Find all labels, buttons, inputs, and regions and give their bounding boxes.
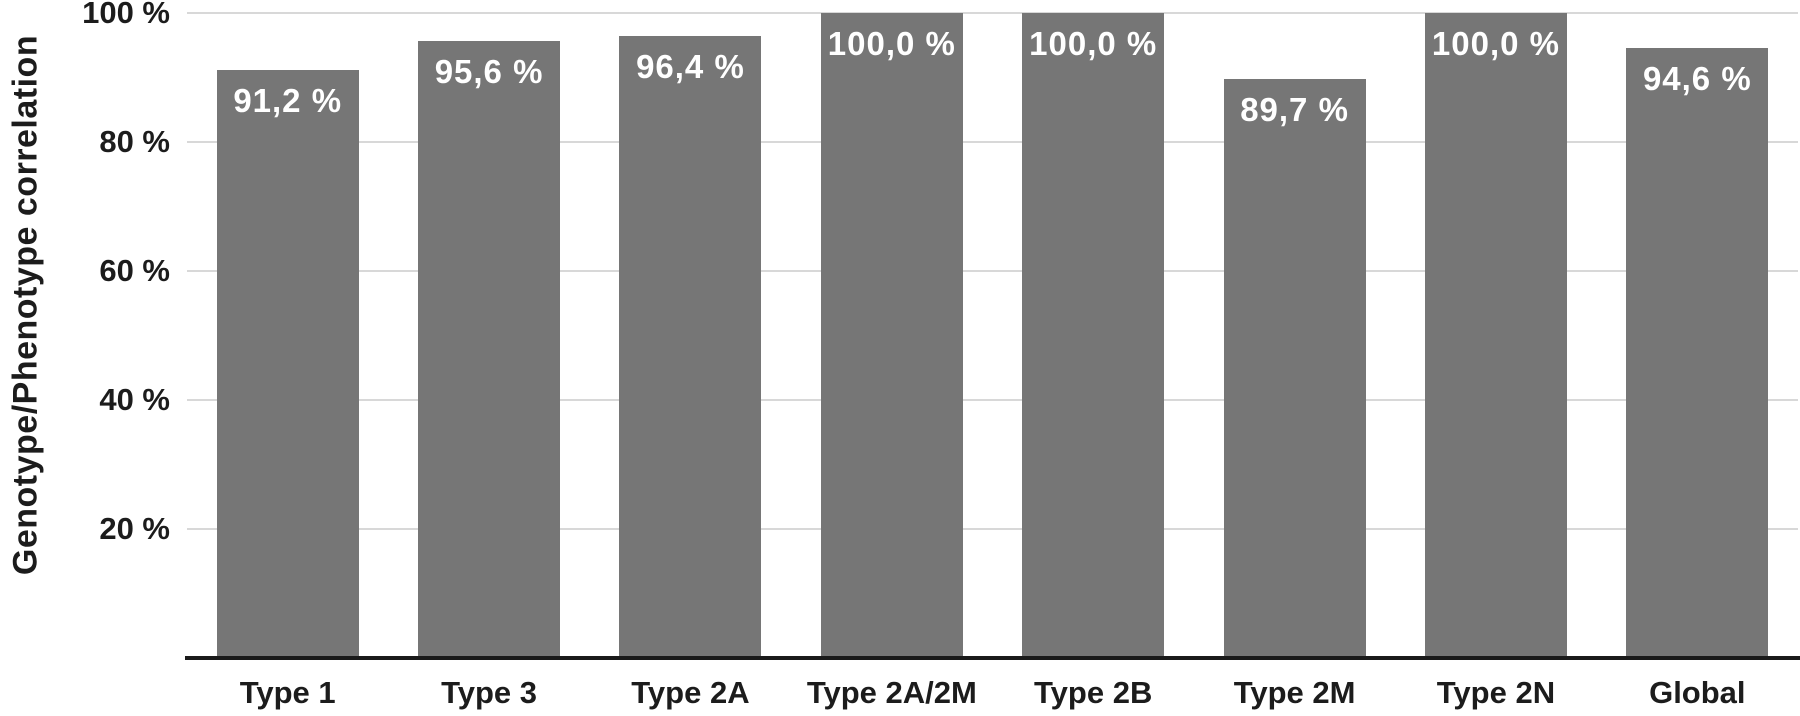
bar: 100,0 %	[820, 13, 963, 658]
gridline	[187, 270, 1798, 272]
bar-value-label: 91,2 %	[233, 81, 343, 119]
gridline	[187, 399, 1798, 401]
bar: 100,0 %	[1022, 13, 1165, 658]
x-axis-tick-label: Type 2B	[1034, 675, 1153, 710]
x-axis-tick-label: Type 2N	[1436, 675, 1556, 710]
bar: 94,6 %	[1626, 47, 1769, 658]
gridline	[187, 141, 1798, 143]
bar-value-label: 89,7 %	[1240, 91, 1349, 129]
bar: 96,4 %	[619, 36, 762, 658]
x-axis-tick-label: Global	[1649, 675, 1746, 710]
gridline	[187, 528, 1798, 530]
bar-value-label: 94,6 %	[1642, 59, 1752, 97]
bar-value-label: 100,0 %	[1431, 25, 1560, 62]
bar: 100,0 %	[1424, 13, 1567, 658]
y-axis-tick-label: 60 %	[99, 253, 170, 288]
x-axis-tick-label: Type 2M	[1233, 675, 1356, 710]
bar-value-label: 100,0 %	[827, 25, 956, 62]
y-axis-tick-label: 40 %	[99, 382, 170, 417]
bar-value-label: 96,4 %	[636, 48, 745, 86]
y-axis-title: Genotype/Phenotype correlation	[6, 34, 45, 576]
x-axis-line	[185, 656, 1800, 660]
x-axis-tick-label: Type 2A	[631, 675, 750, 710]
bar-value-label: 95,6 %	[434, 53, 544, 91]
x-axis-tick-label: Type 1	[239, 675, 336, 710]
bar: 89,7 %	[1223, 79, 1366, 658]
y-axis-tick-label: 20 %	[99, 511, 170, 546]
bar-value-label: 100,0 %	[1029, 25, 1158, 62]
x-axis-tick-label: Type 3	[441, 675, 538, 710]
y-axis-tick-label: 100 %	[82, 0, 170, 30]
x-axis-tick-label: Type 2A/2M	[806, 675, 977, 710]
gridline	[187, 12, 1798, 14]
y-axis-tick-label: 80 %	[99, 124, 170, 159]
bar: 95,6 %	[418, 41, 561, 658]
bar: 91,2 %	[216, 69, 359, 658]
